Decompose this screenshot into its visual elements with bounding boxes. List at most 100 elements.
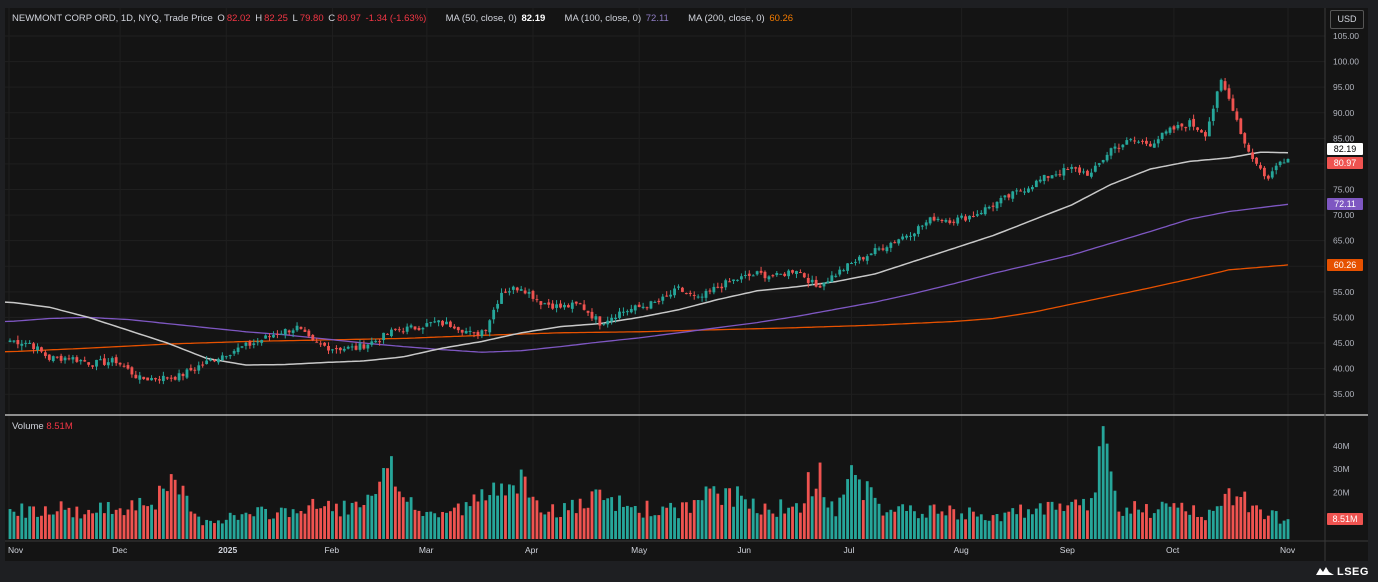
candle-body (441, 320, 444, 326)
candle-body (138, 375, 142, 380)
time-axis: Nov Dec 2025 Feb Mar Apr May Jun Jul Aug Sep Oct Nov (8, 545, 1296, 555)
candle-body (802, 273, 806, 278)
volume-label[interactable]: Volume (12, 421, 44, 432)
volume-bar (614, 510, 617, 539)
volume-bar (995, 514, 999, 539)
volume-bar (979, 514, 983, 539)
volume-bar (665, 507, 669, 539)
volume-bar (1058, 503, 1062, 539)
candle-body (390, 329, 393, 337)
currency-button[interactable]: USD (1330, 10, 1364, 29)
ma200-label[interactable]: MA (200, close, 0) (688, 13, 765, 24)
candle-body (209, 359, 212, 361)
candle-body (913, 233, 916, 237)
candle-body (736, 279, 739, 281)
volume-bar (861, 500, 865, 539)
candle-body (822, 282, 826, 287)
candle-body (327, 345, 330, 351)
candle-body (1219, 79, 1223, 91)
volume-bar (1125, 507, 1129, 539)
candle-body (36, 346, 39, 351)
volume-tick-label: 20M (1333, 487, 1350, 497)
volume-bar (1184, 511, 1188, 539)
ma200-value: 60.26 (769, 13, 794, 24)
candle-body (354, 345, 358, 350)
volume-bar (91, 513, 94, 539)
time-tick-label: May (631, 545, 648, 555)
ma100-label[interactable]: MA (100, close, 0) (564, 13, 642, 24)
candle-body (413, 326, 417, 330)
volume-bar (1172, 503, 1176, 539)
candle-body (1247, 144, 1251, 152)
volume-bar (193, 513, 197, 539)
volume-bar (795, 503, 798, 539)
volume-bar (71, 517, 75, 539)
volume-bar (1259, 509, 1262, 539)
volume-bar (732, 506, 735, 539)
volume-bar (928, 505, 932, 539)
candle-body (767, 276, 771, 280)
volume-bar (515, 493, 519, 539)
ma100-price-badge: 72.11 (1327, 198, 1363, 211)
candle-body (366, 344, 370, 349)
candle-body (114, 357, 118, 364)
candle-body (897, 239, 901, 244)
volume-bar (527, 497, 531, 539)
candle-body (405, 326, 409, 332)
volume-bar (869, 487, 873, 539)
candle-body (669, 294, 673, 297)
volume-bar (224, 519, 228, 539)
ma50-price-badge: 82.19 (1327, 142, 1363, 155)
volume-bar (1282, 520, 1286, 539)
candle-body (193, 369, 197, 371)
volume-bar (1215, 506, 1219, 539)
volume-bar (677, 518, 680, 539)
volume-bar (484, 500, 488, 539)
candle-body (999, 197, 1003, 204)
candle-body (189, 367, 193, 371)
volume-bar (574, 513, 578, 539)
volume-bar (932, 504, 936, 539)
volume-tick-label: 30M (1333, 464, 1350, 474)
volume-bar (331, 511, 334, 539)
volume-bar (1117, 511, 1121, 539)
candle-body (452, 326, 456, 329)
volume-bar (1251, 505, 1255, 539)
volume-bar (110, 513, 114, 539)
logo-text: LSEG (1337, 566, 1369, 578)
candle-body (252, 343, 256, 345)
candle-body (374, 340, 378, 343)
open-label: O (217, 13, 225, 24)
candle-body (1019, 190, 1023, 192)
candle-body (1286, 158, 1290, 163)
candle-body (67, 358, 71, 360)
ma200-line (4, 264, 1289, 353)
volume-bar (1262, 519, 1266, 539)
volume-bar (197, 516, 201, 539)
candle-body (936, 218, 940, 221)
candle-body (87, 362, 91, 365)
candle-body (1011, 191, 1015, 199)
volume-bar (975, 516, 979, 539)
volume-bar (150, 504, 153, 539)
candle-body (460, 329, 464, 333)
candle-body (201, 364, 205, 366)
candle-body (559, 303, 562, 308)
candle-body (1027, 188, 1030, 193)
candle-body (401, 331, 405, 333)
candle-body (1101, 159, 1105, 163)
candle-body (28, 342, 32, 344)
volume-bar (846, 479, 849, 539)
candle-body (1082, 171, 1085, 173)
candle-body (1038, 179, 1042, 182)
candle-body (244, 342, 248, 346)
ma50-label[interactable]: MA (50, close, 0) (445, 13, 517, 24)
candle-body (1113, 146, 1117, 149)
candle-body (299, 326, 303, 329)
candle-body (386, 333, 389, 335)
candle-body (861, 257, 865, 260)
volume-bar (909, 505, 912, 539)
volume-bar (134, 510, 138, 539)
candle-body (987, 206, 991, 209)
